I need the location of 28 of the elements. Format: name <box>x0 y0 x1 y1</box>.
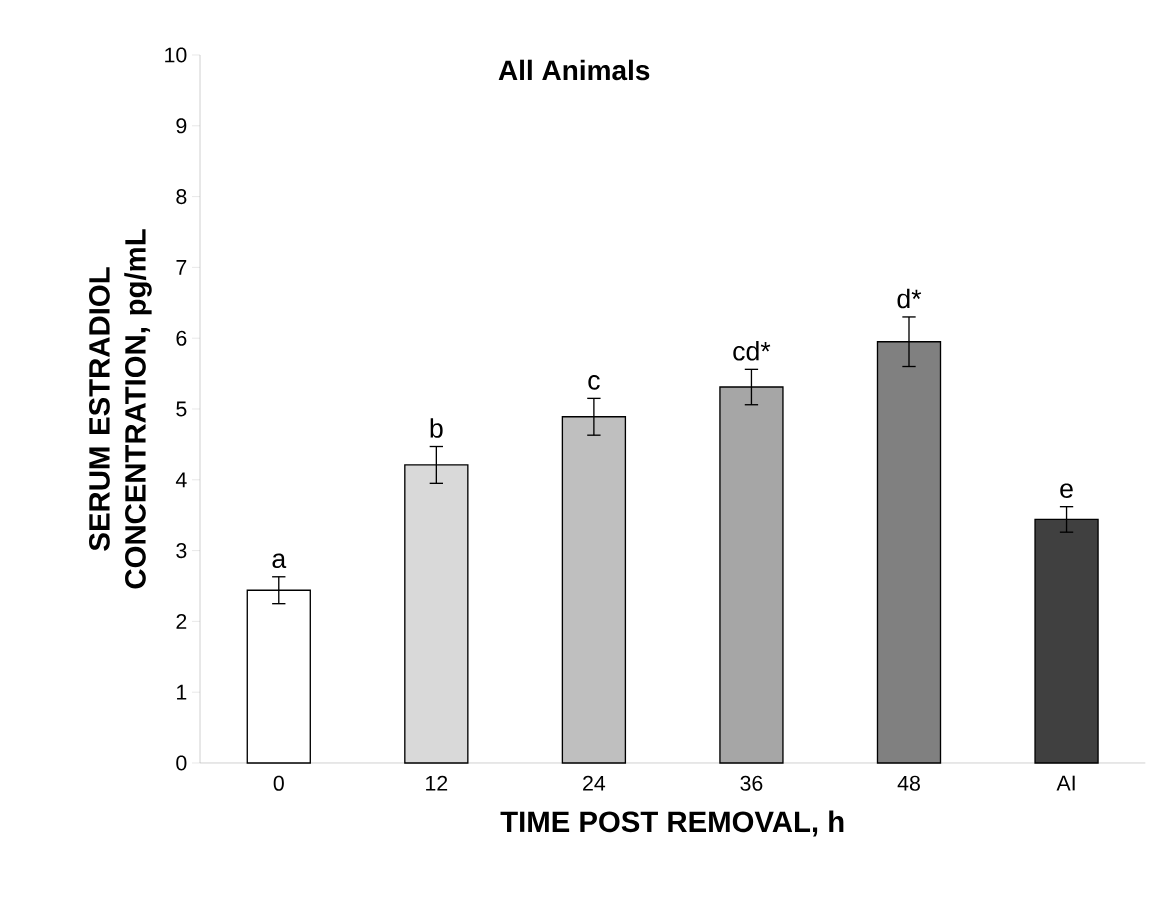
x-tick-label: AI <box>1056 775 1075 791</box>
x-tick-label: 48 <box>897 775 920 791</box>
annotation: c <box>588 375 600 390</box>
y-tick-label: 3 <box>176 543 187 559</box>
y-tick-label: 4 <box>175 472 187 488</box>
annotation: e <box>1060 483 1073 498</box>
y-tick-label: 10 <box>165 47 187 63</box>
y-tick-label: 2 <box>176 613 187 629</box>
y-tick-label: 5 <box>176 401 187 417</box>
annotation: cd* <box>733 341 771 361</box>
x-tick-label: 12 <box>426 775 448 791</box>
annotation: b <box>430 418 443 438</box>
x-tick-label: 36 <box>740 775 763 791</box>
y-tick-label: 9 <box>176 118 187 134</box>
x-axis-title: TIME POST REMOVAL, h <box>500 810 844 837</box>
chart-title: All Animals <box>498 59 650 81</box>
x-tick-label: 24 <box>583 775 606 791</box>
y-tick-label: 1 <box>177 684 187 700</box>
y-tick-label: 7 <box>176 260 187 275</box>
y-tick-label: 6 <box>176 330 187 346</box>
x-tick-label: 0 <box>273 775 284 791</box>
bar <box>1034 518 1099 764</box>
y-tick-label: 8 <box>176 189 187 205</box>
y-tick-label: 0 <box>176 755 187 771</box>
bar <box>246 589 311 764</box>
y-axis-title: SERUM ESTRADIOL CONCENTRATION, pg/mL <box>89 229 152 589</box>
annotation: a <box>272 553 287 569</box>
annotation: d* <box>897 288 922 309</box>
